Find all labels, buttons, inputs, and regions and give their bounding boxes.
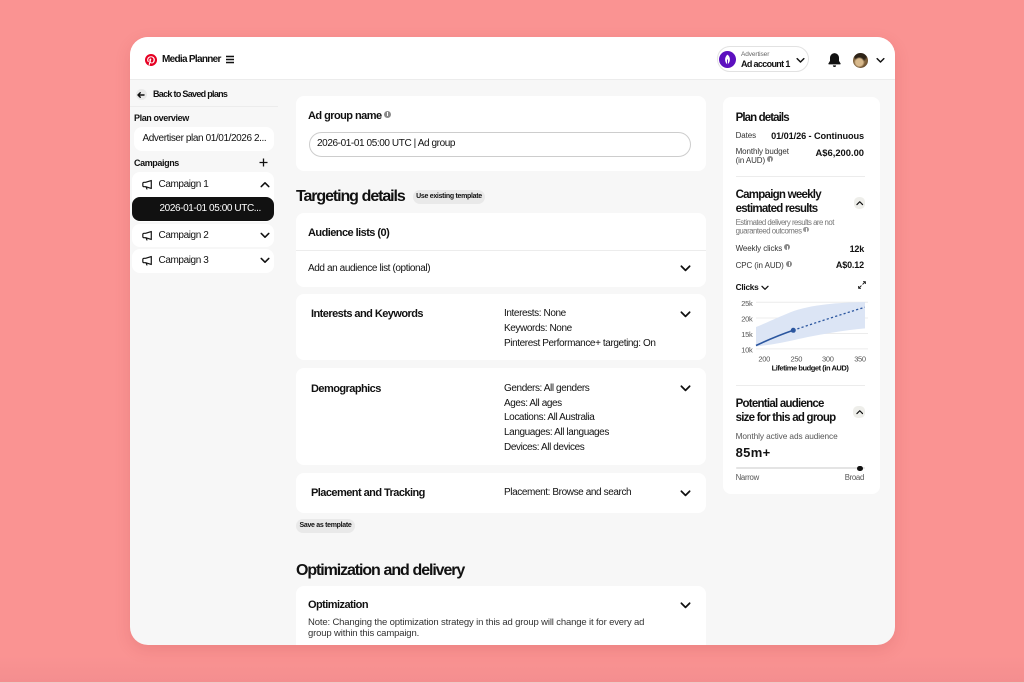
svg-text:10k: 10k [741, 346, 753, 355]
svg-text:300: 300 [822, 355, 834, 364]
svg-text:250: 250 [790, 355, 802, 364]
svg-text:200: 200 [758, 355, 770, 364]
svg-text:25k: 25k [741, 299, 753, 308]
svg-text:15k: 15k [741, 330, 753, 339]
svg-text:20k: 20k [741, 315, 753, 324]
svg-text:350: 350 [854, 355, 866, 364]
svg-text:Lifetime budget (in AUD): Lifetime budget (in AUD) [772, 363, 850, 372]
